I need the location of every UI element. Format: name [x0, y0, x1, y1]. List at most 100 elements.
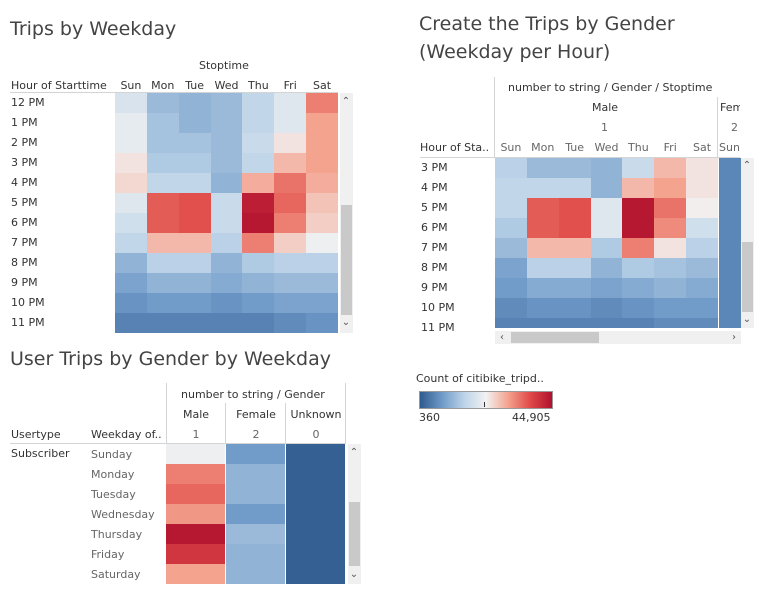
- weekday-scrollbar-thumb[interactable]: [341, 205, 352, 315]
- heatmap-cell-8pm-mon: [146, 253, 179, 273]
- gender-hour-gender-divider: [717, 97, 718, 157]
- heatmap-cell-7pm-thu: [242, 233, 275, 253]
- heatmap-cell-3pm-wed: [210, 153, 243, 173]
- heatmap-cell-7pm-wed: [210, 233, 243, 253]
- heatmap-cell-11pm-sat: [306, 313, 338, 333]
- heatmap-cell-1pm-sun: [115, 113, 147, 133]
- heatmap-cell-6pm-mon: [146, 213, 179, 233]
- gender-hour-scroll-down-icon[interactable]: ⌄: [742, 314, 752, 325]
- heatmap-cell-sunday-unknown: [286, 444, 345, 464]
- gender-hour-day-label: Tue: [565, 141, 585, 154]
- heatmap-cell-12pm-sat: [306, 93, 338, 113]
- heatmap-cell-11pm-sun: [495, 318, 527, 328]
- heatmap-cell-6pm-sun: [115, 213, 147, 233]
- heatmap-cell-6pm-sun: [495, 218, 527, 238]
- heatmap-cell-4pm-mon: [526, 178, 559, 198]
- heatmap-cell-4pm-tue: [558, 178, 591, 198]
- gender-hour-female-partial-column: [719, 158, 741, 328]
- user-header-divider-1: [225, 403, 226, 443]
- heatmap-cell-4pm-mon: [146, 173, 179, 193]
- heatmap-cell-7pm-tue: [178, 233, 211, 253]
- heatmap-cell-12pm-tue: [178, 93, 211, 113]
- heatmap-cell-6pm-thu: [242, 213, 275, 233]
- weekday-day-label: Fri: [283, 79, 297, 92]
- user-row-header-weekday: Weekday of..: [91, 428, 162, 441]
- heatmap-cell-saturday-unknown: [286, 564, 345, 584]
- heatmap-cell-6pm-sat: [686, 218, 718, 238]
- heatmap-cell-10pm-thu: [242, 293, 275, 313]
- heatmap-cell-3pm-mon: [146, 153, 179, 173]
- gender-hour-hour-label: 8 PM: [421, 261, 448, 274]
- heatmap-cell-tuesday-unknown: [286, 484, 345, 504]
- heatmap-cell-monday-male: [166, 464, 225, 484]
- heatmap-cell-6pm-fri: [654, 218, 687, 238]
- weekday-day-label: Sun: [120, 79, 142, 92]
- heatmap-cell-6pm-wed: [210, 213, 243, 233]
- gender-hour-hour-label: 9 PM: [421, 281, 448, 294]
- gender-hour-next-day-label: Sun: [719, 141, 740, 154]
- heatmap-cell-saturday-male: [166, 564, 225, 584]
- heatmap-cell-7pm-thu: [622, 238, 655, 258]
- heatmap-cell-5pm-wed: [590, 198, 623, 218]
- heatmap-cell-1pm-tue: [178, 113, 211, 133]
- weekday-scroll-down-icon[interactable]: ⌄: [341, 317, 351, 328]
- gender-hour-hour-label: 7 PM: [421, 241, 448, 254]
- weekday-scroll-up-icon[interactable]: ⌃: [341, 96, 351, 107]
- heatmap-cell-7pm-sat: [306, 233, 338, 253]
- weekday-hour-label: 2 PM: [11, 136, 38, 149]
- heatmap-cell-friday-unknown: [286, 544, 345, 564]
- heatmap-cell-2pm-sat: [306, 133, 338, 153]
- heatmap-cell-thursday-female: [226, 524, 285, 544]
- gender-hour-hscrollbar-thumb[interactable]: [511, 332, 599, 343]
- heatmap-cell-friday-male: [166, 544, 225, 564]
- heatmap-cell-friday-female: [226, 544, 285, 564]
- gender-hour-next-gender-code: 2: [731, 121, 738, 134]
- heatmap-cell-5pm-mon: [146, 193, 179, 213]
- heatmap-cell-wednesday-female: [226, 504, 285, 524]
- user-scroll-down-icon[interactable]: ⌄: [349, 569, 359, 580]
- user-scroll-up-icon[interactable]: ⌃: [349, 447, 359, 458]
- heatmap-cell-8pm-tue: [178, 253, 211, 273]
- heatmap-cell-sunday-male: [166, 444, 225, 464]
- heatmap-cell-2pm-sun: [115, 133, 147, 153]
- heatmap-cell-7pm-tue: [558, 238, 591, 258]
- heatmap-cell-5pm-tue: [558, 198, 591, 218]
- gender-hour-heatmap: [495, 158, 718, 328]
- heatmap-cell-4pm-fri: [654, 178, 687, 198]
- legend-max-label: 44,905: [512, 411, 551, 424]
- heatmap-cell-11pm-mon: [146, 313, 179, 333]
- heatmap-cell-3pm-tue: [558, 158, 591, 178]
- heatmap-cell-1pm-thu: [242, 113, 275, 133]
- heatmap-cell-7pm-mon: [146, 233, 179, 253]
- user-chart-title: User Trips by Gender by Weekday: [10, 348, 331, 370]
- gender-hour-col-header: number to string / Gender / Stoptime: [508, 81, 713, 94]
- heatmap-cell-9pm-thu: [242, 273, 275, 293]
- heatmap-cell-8pm-sun: [115, 253, 147, 273]
- heatmap-cell-7pm-sat: [686, 238, 718, 258]
- gender-hour-scroll-right-icon[interactable]: ›: [732, 332, 736, 343]
- heatmap-cell-4pm-fri: [274, 173, 307, 193]
- heatmap-cell-5pm-sat: [306, 193, 338, 213]
- gender-hour-vscrollbar-thumb[interactable]: [742, 242, 753, 312]
- heatmap-cell-10pm-sat: [306, 293, 338, 313]
- gender-hour-scroll-left-icon[interactable]: ‹: [500, 332, 504, 343]
- weekday-day-label: Wed: [214, 79, 239, 92]
- heatmap-cell-7pm-sun: [115, 233, 147, 253]
- user-header-rule: [10, 443, 346, 444]
- gender-hour-header-divider: [494, 77, 495, 157]
- heatmap-cell-7pm-fri: [274, 233, 307, 253]
- user-scrollbar-thumb[interactable]: [349, 502, 360, 566]
- heatmap-cell-3pm-fri: [654, 158, 687, 178]
- heatmap-cell-6pm-tue: [178, 213, 211, 233]
- heatmap-cell-3pm-sat: [686, 158, 718, 178]
- heatmap-cell-12pm-wed: [210, 93, 243, 113]
- gender-hour-scroll-up-icon[interactable]: ⌃: [742, 160, 752, 171]
- heatmap-cell-4pm-sat: [306, 173, 338, 193]
- heatmap-cell-3pm-sat: [306, 153, 338, 173]
- gender-hour-gender-label: Male: [592, 101, 619, 114]
- heatmap-cell-2pm-fri: [274, 133, 307, 153]
- heatmap-cell-1pm-fri: [274, 113, 307, 133]
- user-weekday-label: Friday: [91, 548, 125, 561]
- weekday-row-header: Hour of Starttime: [11, 79, 107, 92]
- heatmap-cell-4pm-wed: [590, 178, 623, 198]
